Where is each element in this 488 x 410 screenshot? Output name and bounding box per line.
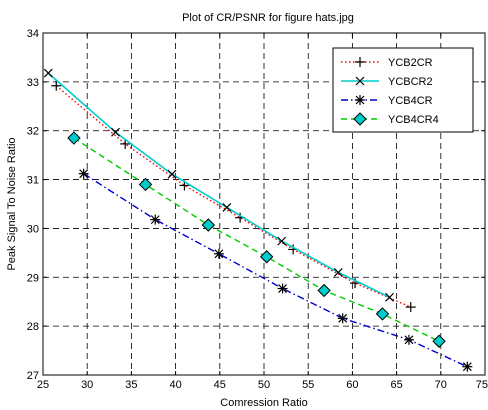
data-point bbox=[317, 283, 331, 298]
x-tick-label: 55 bbox=[302, 379, 314, 391]
data-point bbox=[43, 68, 53, 78]
data-point bbox=[355, 57, 365, 67]
y-tick-label: 30 bbox=[27, 223, 39, 235]
legend-entry: YCB4CR bbox=[341, 95, 433, 107]
legend-entry: YCB2CR bbox=[341, 57, 433, 69]
legend-label: YCBCR2 bbox=[388, 76, 433, 88]
y-tick-label: 33 bbox=[27, 77, 39, 89]
data-point bbox=[333, 267, 343, 277]
data-point bbox=[51, 80, 62, 91]
x-tick-label: 60 bbox=[346, 379, 358, 391]
data-point bbox=[259, 250, 274, 264]
data-point bbox=[337, 313, 348, 324]
x-tick-label: 40 bbox=[169, 379, 181, 391]
data-point bbox=[355, 95, 365, 105]
data-point bbox=[375, 307, 390, 321]
data-point bbox=[78, 168, 89, 179]
data-point bbox=[150, 214, 161, 225]
series-ycb4cr4 bbox=[67, 131, 446, 348]
legend-label: YCB4CR4 bbox=[388, 114, 439, 126]
y-tick-label: 29 bbox=[27, 272, 39, 284]
data-point bbox=[277, 236, 287, 246]
legend-label: YCB2CR bbox=[388, 57, 433, 69]
x-tick-label: 35 bbox=[125, 379, 137, 391]
data-point bbox=[222, 202, 232, 212]
x-tick-label: 45 bbox=[214, 379, 226, 391]
legend-entry: YCBCR2 bbox=[341, 76, 433, 88]
x-tick-label: 50 bbox=[258, 379, 270, 391]
x-axis-label: Comression Ratio bbox=[220, 397, 307, 409]
legend-entry: YCB4CR4 bbox=[341, 112, 439, 126]
series-group bbox=[43, 68, 473, 372]
y-tick-label: 27 bbox=[27, 370, 39, 382]
x-tick-label: 65 bbox=[390, 379, 402, 391]
data-point bbox=[120, 138, 131, 149]
data-point bbox=[432, 334, 446, 348]
y-tick-label: 34 bbox=[27, 28, 39, 40]
data-point bbox=[353, 112, 367, 126]
x-tick-label: 30 bbox=[81, 379, 93, 391]
data-point bbox=[405, 302, 416, 313]
y-axis-label: Peak Signal To Noise Ratio bbox=[6, 137, 18, 270]
x-tick-label: 25 bbox=[37, 379, 49, 391]
data-point bbox=[277, 283, 288, 294]
legend-label: YCB4CR bbox=[388, 95, 433, 107]
x-tick-label: 70 bbox=[435, 379, 447, 391]
data-point bbox=[167, 169, 177, 179]
y-tick-label: 32 bbox=[27, 126, 39, 138]
data-point bbox=[138, 177, 153, 192]
series-ycbcr2 bbox=[43, 68, 394, 302]
data-point bbox=[201, 218, 216, 232]
axis-ticks: 25 30 35 40 45 50 55 60 65 70 75 27 28 29 30 31 32 33 34 bbox=[27, 28, 488, 391]
data-point bbox=[385, 292, 394, 302]
data-point bbox=[111, 127, 120, 137]
y-tick-label: 31 bbox=[27, 175, 39, 187]
legend: YCB2CR YCBCR2 YCB4CR YCB4CR4 bbox=[332, 47, 474, 133]
data-point bbox=[403, 334, 414, 345]
y-tick-label: 28 bbox=[27, 321, 39, 333]
data-point bbox=[462, 361, 473, 372]
chart-title: Plot of CR/PSNR for figure hats.jpg bbox=[182, 12, 354, 24]
data-point bbox=[355, 76, 365, 86]
data-point bbox=[67, 131, 81, 145]
series-ycb4cr bbox=[78, 168, 473, 372]
data-point bbox=[213, 248, 224, 259]
x-tick-label: 75 bbox=[476, 379, 488, 391]
